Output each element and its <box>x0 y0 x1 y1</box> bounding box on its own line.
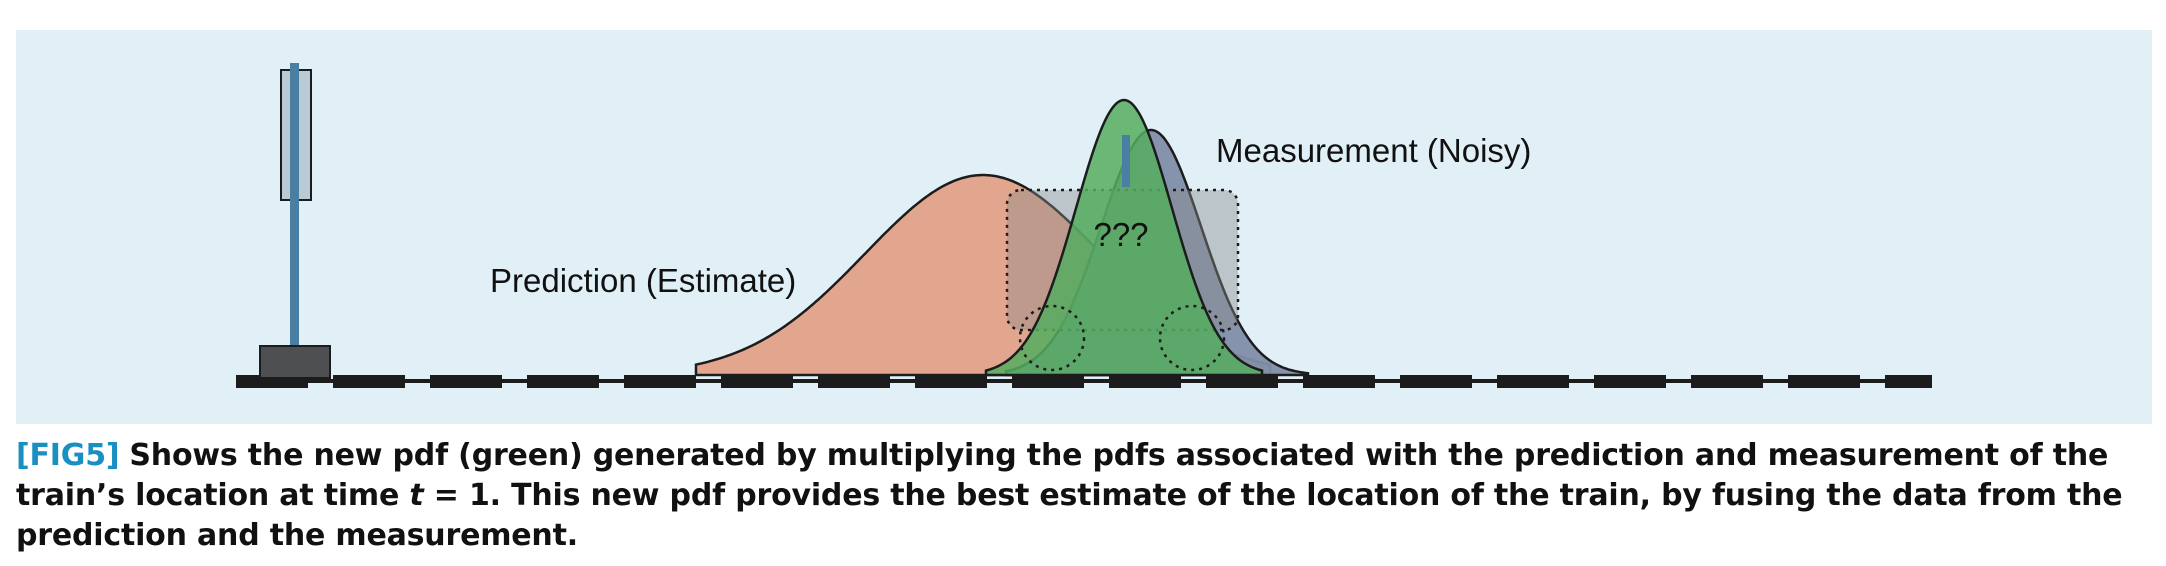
track-sleeper <box>1206 375 1278 388</box>
track-sleeper <box>333 375 405 388</box>
figure-canvas: Prediction (Estimate) Measurement (Noisy… <box>236 63 1932 388</box>
train-wheel-left <box>1018 304 1086 372</box>
figure-tag: [FIG5] <box>16 438 120 473</box>
track-sleeper <box>721 375 793 388</box>
track-sleeper <box>1012 375 1084 388</box>
prediction-label: Prediction (Estimate) <box>490 262 796 299</box>
track-sleeper <box>1497 375 1569 388</box>
track-sleeper <box>1109 375 1181 388</box>
unknown-location-label: ??? <box>1093 216 1148 253</box>
track-sleeper <box>1303 375 1375 388</box>
track-sleeper <box>1788 375 1860 388</box>
track-sleeper <box>1691 375 1763 388</box>
track-sleeper <box>624 375 696 388</box>
figure-caption: [FIG5] Shows the new pdf (green) generate… <box>16 436 2146 556</box>
kalman-fusion-figure: Prediction (Estimate) Measurement (Noisy… <box>16 30 2152 424</box>
train-wheel-right <box>1158 304 1226 372</box>
track-sleeper <box>1885 375 1932 388</box>
measurement-label: Measurement (Noisy) <box>1216 132 1531 169</box>
caption-text-part2: = 1. This new pdf provides the best esti… <box>16 478 2123 553</box>
track-sleeper <box>1400 375 1472 388</box>
track-sleepers <box>236 375 1932 388</box>
signal-base <box>259 345 331 379</box>
measurement-marker <box>1122 135 1130 187</box>
railway-track <box>236 375 1932 388</box>
caption-text-part1: Shows the new pdf (green) generated by m… <box>16 438 2109 513</box>
track-sleeper <box>915 375 987 388</box>
track-sleeper <box>818 375 890 388</box>
railway-signal <box>259 63 331 379</box>
track-sleeper <box>430 375 502 388</box>
track-sleeper <box>1594 375 1666 388</box>
caption-time-variable: t <box>409 478 424 513</box>
track-sleeper <box>527 375 599 388</box>
signal-pole <box>290 63 299 353</box>
